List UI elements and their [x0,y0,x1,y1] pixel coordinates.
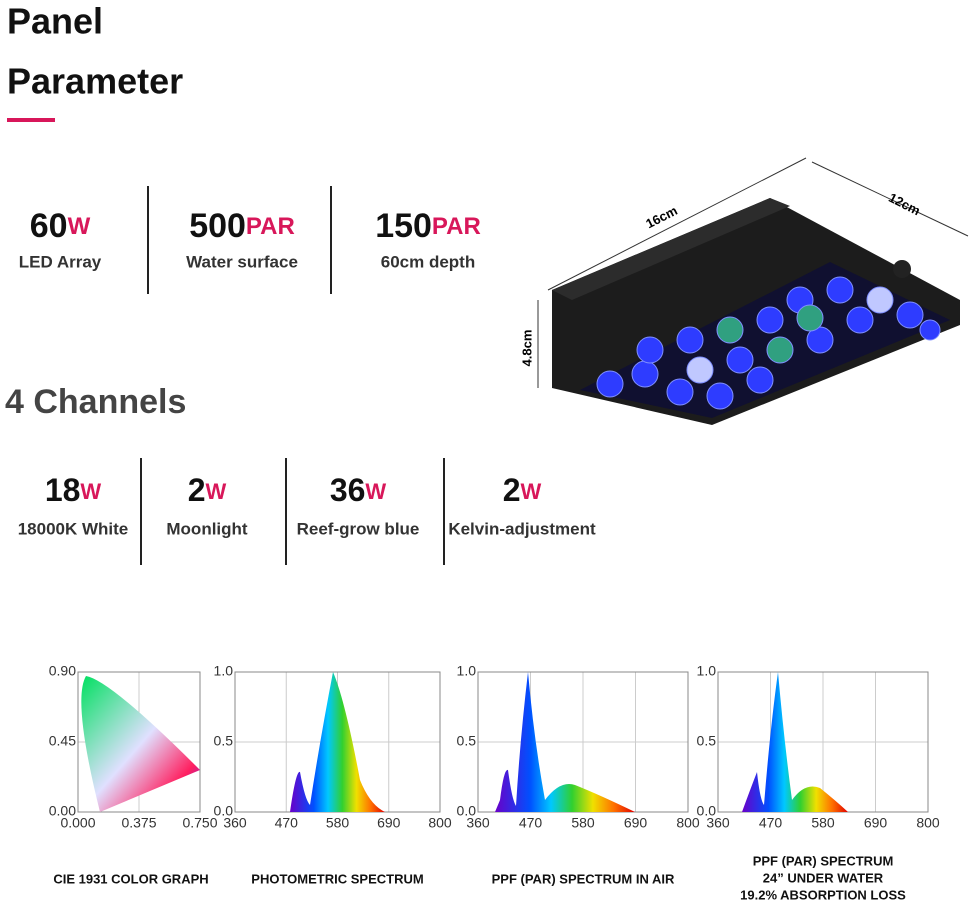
y-tick-label: 0.5 [457,733,477,749]
spectrum-curve [742,672,848,812]
value: 2 [188,472,206,508]
unit: W [80,479,101,504]
x-tick-label: 0.000 [60,815,95,831]
spec-value: 2W [503,472,542,508]
x-tick-label: 580 [326,815,350,831]
spec-value: 36W [330,472,387,508]
x-tick-label: 580 [571,815,595,831]
cie-gamut [81,676,200,812]
spectrum-curve [290,672,385,812]
y-tick-label: 1.0 [457,663,477,679]
spec-label: Reef-grow blue [297,519,420,538]
spec-label: Moonlight [166,519,248,538]
spec-label: Kelvin-adjustment [448,519,596,538]
dimension: 16cm [643,203,679,231]
spec-value: 150PAR [375,207,481,245]
fixture-image [537,157,969,425]
value: 2 [503,472,521,508]
unit: W [206,479,227,504]
y-tick-label: 0.0 [214,803,234,819]
x-tick-label: 580 [811,815,835,831]
y-tick-label: 0.90 [49,663,76,679]
graph-caption: PPF (PAR) SPECTRUM [753,853,894,868]
x-tick-label: 800 [428,815,452,831]
x-tick-label: 360 [466,815,490,831]
y-tick-label: 1.0 [697,663,717,679]
unit: PAR [432,213,481,240]
section-title: 4 Channels [5,383,186,421]
x-tick-label: 360 [706,815,730,831]
y-tick-label: 0.45 [49,733,76,749]
graph-caption: PHOTOMETRIC SPECTRUM [251,871,423,886]
graph-caption: 19.2% ABSORPTION LOSS [740,887,906,902]
x-tick-label: 0.375 [121,815,156,831]
value: 500 [189,207,246,245]
x-tick-label: 800 [676,815,700,831]
spec-value: 60W [30,207,91,245]
spec-value: 2W [188,472,227,508]
spec-label: 18000K White [18,519,129,538]
value: 150 [375,207,432,245]
unit: W [365,479,386,504]
graph-caption: CIE 1931 COLOR GRAPH [53,871,208,886]
dimension: 4.8cm [519,330,534,367]
spectrum-curve [495,672,635,812]
y-tick-label: 1.0 [214,663,234,679]
spec-label: 60cm depth [381,252,475,271]
plot-frame [77,671,201,813]
y-tick-label: 0.00 [49,803,76,819]
y-tick-label: 0.0 [457,803,477,819]
spec-value: 500PAR [189,207,295,245]
x-tick-label: 690 [624,815,648,831]
y-tick-label: 0.5 [697,733,717,749]
dimension: 12cm [886,190,922,218]
x-tick-label: 800 [916,815,940,831]
unit: PAR [246,213,295,240]
x-tick-label: 470 [275,815,299,831]
title-underline [7,118,55,122]
x-tick-label: 470 [759,815,783,831]
x-tick-label: 0.750 [182,815,217,831]
x-tick-label: 690 [377,815,401,831]
y-tick-label: 0.0 [697,803,717,819]
graph-caption: 24” UNDER WATER [763,870,884,885]
spec-value: 18W [45,472,102,508]
unit: W [68,213,91,240]
x-tick-label: 470 [519,815,543,831]
x-tick-label: 360 [223,815,247,831]
unit: W [521,479,542,504]
x-tick-label: 690 [864,815,888,831]
spec-label: Water surface [186,252,298,271]
subtitle: Parameter [7,61,183,102]
graph-caption: PPF (PAR) SPECTRUM IN AIR [492,871,675,886]
spec-label: LED Array [19,252,102,271]
value: 36 [330,472,366,508]
y-tick-label: 0.5 [214,733,234,749]
title: Panel [7,1,103,42]
value: 60 [30,207,68,245]
value: 18 [45,472,81,508]
